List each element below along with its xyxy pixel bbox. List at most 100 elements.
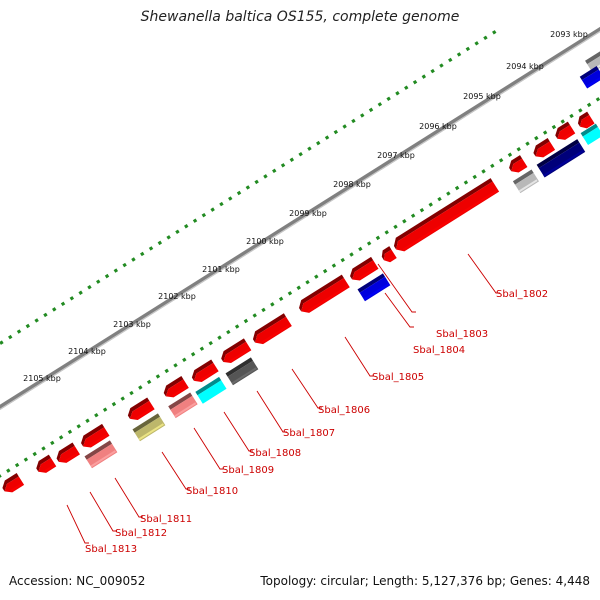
gene-label: Sbal_1810: [186, 486, 238, 497]
tick-mark: [182, 357, 187, 363]
tick-mark: [219, 201, 224, 207]
gene-feature: [36, 454, 57, 473]
tick-mark: [351, 118, 356, 124]
gene-feature: [127, 397, 155, 420]
tick-mark: [217, 335, 222, 340]
tick-mark: [384, 230, 389, 235]
gene-highlight: [174, 402, 197, 418]
tick-mark: [243, 318, 249, 324]
gene-face: [515, 172, 539, 194]
tick-mark: [78, 290, 83, 295]
gene-label: Sbal_1802: [496, 289, 548, 300]
tick-mark: [164, 368, 169, 374]
gene-feature: [580, 123, 600, 146]
tick-mark: [96, 279, 101, 284]
tick-mark: [395, 91, 400, 96]
gene-feature: [132, 413, 166, 442]
gene-shadow-face: [555, 121, 570, 139]
tick-mark: [140, 251, 145, 257]
gene-feature: [81, 423, 110, 448]
tick-mark: [289, 157, 295, 162]
tick-mark: [16, 329, 22, 334]
tick-mark: [360, 113, 365, 118]
gene-callouts: Sbal_1802 Sbal_1803 Sbal_1804 Sbal_1805 Sbal…: [66, 253, 548, 555]
gene-highlight: [44, 464, 55, 472]
tick-mark: [448, 57, 453, 63]
gene-label: Sbal_1808: [249, 448, 301, 459]
tick-mark: [157, 240, 163, 246]
tick-mark: [349, 252, 354, 257]
tick-mark: [419, 207, 425, 213]
tick-mark: [340, 257, 345, 263]
gene-shadow-face: [580, 123, 598, 141]
kbp-label: 2100 kbp: [246, 237, 284, 246]
gene-face: [255, 316, 292, 345]
tick-mark: [472, 174, 477, 180]
gene-face: [197, 380, 227, 404]
tick-mark: [14, 462, 20, 468]
tick-mark: [331, 263, 337, 268]
tick-mark: [314, 274, 319, 279]
gene-highlight: [307, 285, 349, 312]
gene-highlight: [171, 385, 188, 397]
tick-mark: [104, 273, 110, 279]
tick-mark: [254, 179, 259, 185]
accession-text: Accession: NC_009052: [9, 574, 146, 588]
callout-line: [344, 336, 374, 377]
gene-highlight: [517, 164, 527, 172]
tick-mark: [439, 63, 444, 68]
tick-mark: [542, 130, 548, 135]
tick-mark: [280, 163, 286, 168]
gene-face: [557, 124, 576, 140]
tick-mark: [25, 323, 31, 329]
gene-face: [396, 181, 500, 252]
gene-highlight: [541, 147, 554, 157]
gene-feature: [393, 178, 500, 252]
tick-mark: [287, 291, 293, 296]
tick-mark: [201, 212, 207, 218]
gene-shadow-face: [221, 338, 247, 362]
tick-mark: [516, 147, 521, 152]
gene-feature: [191, 359, 219, 382]
tick-mark: [67, 429, 73, 435]
tick-mark: [87, 284, 92, 290]
tick-mark: [8, 334, 13, 340]
tick-mark: [342, 124, 347, 129]
tick-mark: [60, 301, 66, 307]
kbp-label: 2095 kbp: [463, 92, 501, 101]
gene-feature: [2, 473, 25, 493]
tick-mark: [595, 97, 600, 102]
tick-mark: [316, 140, 321, 146]
gene-highlight: [358, 266, 378, 280]
gene-feature: [195, 376, 227, 404]
tick-mark: [50, 440, 55, 446]
tick-mark: [272, 168, 277, 174]
gene-feature: [163, 375, 189, 398]
gene-highlight: [543, 149, 584, 177]
gene-highlight: [200, 369, 218, 382]
callout-line: [377, 263, 416, 313]
tick-mark: [430, 68, 435, 74]
gene-highlight: [136, 407, 154, 420]
tick-mark: [192, 218, 198, 223]
tick-mark: [366, 241, 372, 246]
tick-mark: [0, 473, 2, 478]
tick-mark: [446, 191, 451, 196]
gene-shadow-face: [350, 256, 374, 280]
tick-mark: [368, 107, 374, 113]
gene-highlight: [585, 75, 600, 88]
gene-shadow-face: [195, 376, 222, 400]
tick-mark: [113, 268, 119, 273]
gene-shadow-face: [191, 359, 214, 381]
gene-shadow-face: [381, 246, 392, 261]
tick-mark: [58, 435, 64, 440]
tick-mark: [122, 262, 127, 268]
tick-mark: [551, 124, 557, 130]
gene-feature: [84, 440, 118, 469]
tick-mark: [245, 185, 251, 190]
gene-feature: [168, 392, 198, 419]
kbp-label: 2102 kbp: [158, 292, 196, 301]
gene-face: [511, 158, 528, 173]
callout-line: [193, 427, 224, 470]
